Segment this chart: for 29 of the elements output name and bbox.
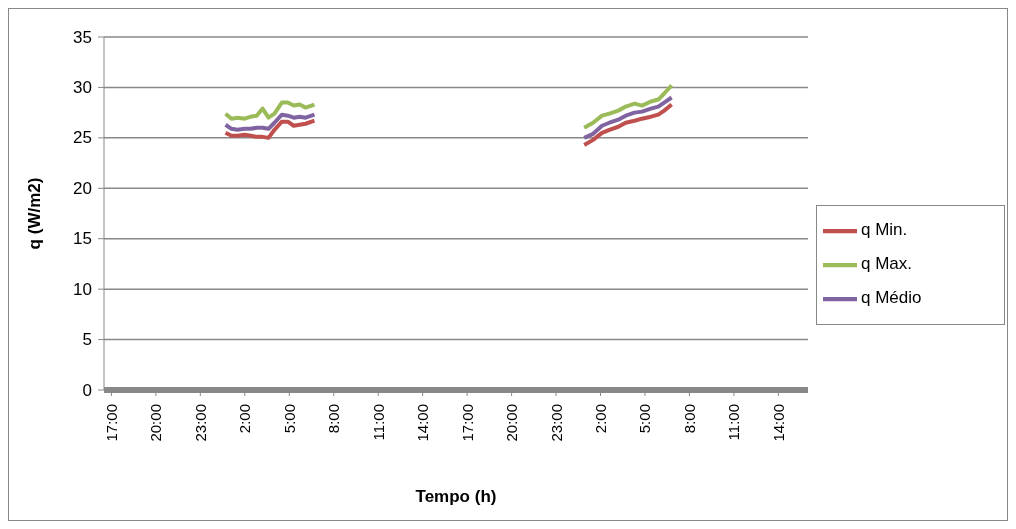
y-tick-label: 5 — [82, 330, 92, 350]
x-tick-label: 2:00 — [236, 404, 254, 434]
x-tick-label: 14:00 — [769, 404, 787, 442]
x-tick-label: 8:00 — [325, 404, 343, 434]
x-tick-label: 2:00 — [592, 404, 610, 434]
x-tick-label: 17:00 — [458, 404, 476, 442]
x-tick-label: 17:00 — [102, 404, 120, 442]
legend-label: q Min. — [861, 219, 908, 239]
x-tick-label: 11:00 — [725, 404, 743, 441]
x-tick-label: 11:00 — [369, 404, 387, 441]
x-tick-label: 20:00 — [503, 404, 521, 442]
y-tick-label: 25 — [73, 128, 92, 148]
y-tick-label: 0 — [82, 380, 92, 400]
x-tick-label: 20:00 — [147, 404, 165, 442]
legend-label: q Médio — [861, 287, 922, 307]
x-tick-label: 23:00 — [547, 404, 565, 442]
x-tick-label: 14:00 — [414, 404, 432, 442]
x-tick-label: 5:00 — [636, 404, 654, 434]
x-tick-label: 5:00 — [280, 404, 298, 434]
y-axis-title: q (W/m2) — [25, 177, 45, 250]
y-tick-label: 30 — [73, 77, 92, 97]
y-tick-label: 35 — [73, 27, 92, 47]
y-tick-label: 15 — [73, 229, 92, 249]
x-tick-label: 8:00 — [680, 404, 698, 434]
x-tick-label: 23:00 — [191, 404, 209, 442]
y-tick-label: 20 — [73, 178, 92, 198]
legend-label: q Max. — [861, 253, 913, 273]
x-axis-title: Tempo (h) — [415, 487, 497, 506]
y-tick-label: 10 — [73, 279, 92, 299]
